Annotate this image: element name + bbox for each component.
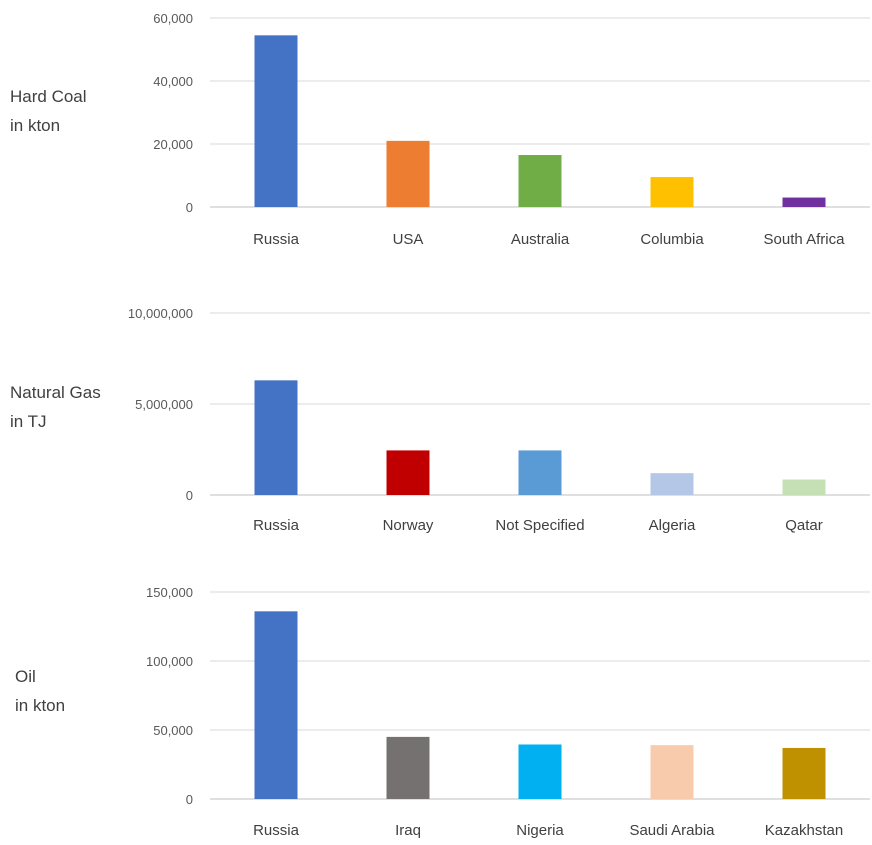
chart-2-category-label: Norway [383,517,434,534]
chart-2-category-label: Algeria [649,517,696,534]
chart-2-bar-russia [254,380,298,495]
chart-2-bar-not-specified [518,450,562,495]
chart-1-y-axis-label: Hard Coal [10,87,87,106]
chart-3-y-tick-label: 150,000 [146,585,193,600]
chart-1-category-label: Australia [511,231,570,248]
chart-3-bar-saudi-arabia [650,745,694,799]
chart-3-y-tick-label: 50,000 [153,723,193,738]
chart-2-y-tick-label: 10,000,000 [128,306,193,321]
chart-1-bar-south-africa [782,197,826,207]
chart-2-category-label: Russia [253,517,300,534]
chart-3-bar-nigeria [518,744,562,799]
chart-1-category-label: South Africa [764,231,846,248]
chart-3-bar-iraq [386,736,430,799]
chart-1-bar-usa [386,140,430,207]
chart-1-y-axis-label: in kton [10,116,60,135]
chart-3-category-label: Nigeria [516,822,564,839]
chart-3-y-tick-label: 100,000 [146,654,193,669]
chart-3-y-axis-label: Oil [15,667,36,686]
chart-2-y-tick-label: 5,000,000 [135,397,193,412]
chart-3-category-label: Kazakhstan [765,822,843,839]
chart-3-category-label: Iraq [395,822,421,839]
chart-2-y-tick-label: 0 [186,488,193,503]
chart-2-category-label: Qatar [785,517,823,534]
chart-2-y-axis-label: Natural Gas [10,383,101,402]
chart-1-y-tick-label: 20,000 [153,137,193,152]
chart-1-bar-australia [518,155,562,207]
chart-3-category-label: Russia [253,822,300,839]
chart-1-category-label: Russia [253,231,300,248]
chart-2-category-label: Not Specified [495,517,584,534]
chart-3-category-label: Saudi Arabia [629,822,715,839]
chart-3-bar-kazakhstan [782,747,826,799]
chart-3-y-axis-label: in kton [15,696,65,715]
chart-1-category-label: USA [393,231,424,248]
chart-1-bar-columbia [650,177,694,207]
chart-1-category-label: Columbia [640,231,704,248]
chart-1-y-tick-label: 40,000 [153,74,193,89]
chart-2-y-axis-label: in TJ [10,412,47,431]
chart-2-bar-algeria [650,473,694,495]
chart-3-y-tick-label: 0 [186,792,193,807]
chart-1-bar-russia [254,35,298,208]
chart-2-bar-norway [386,450,430,495]
chart-2-bar-qatar [782,479,826,495]
chart-3-bar-russia [254,611,298,799]
chart-1-y-tick-label: 60,000 [153,11,193,26]
chart-1-y-tick-label: 0 [186,200,193,215]
